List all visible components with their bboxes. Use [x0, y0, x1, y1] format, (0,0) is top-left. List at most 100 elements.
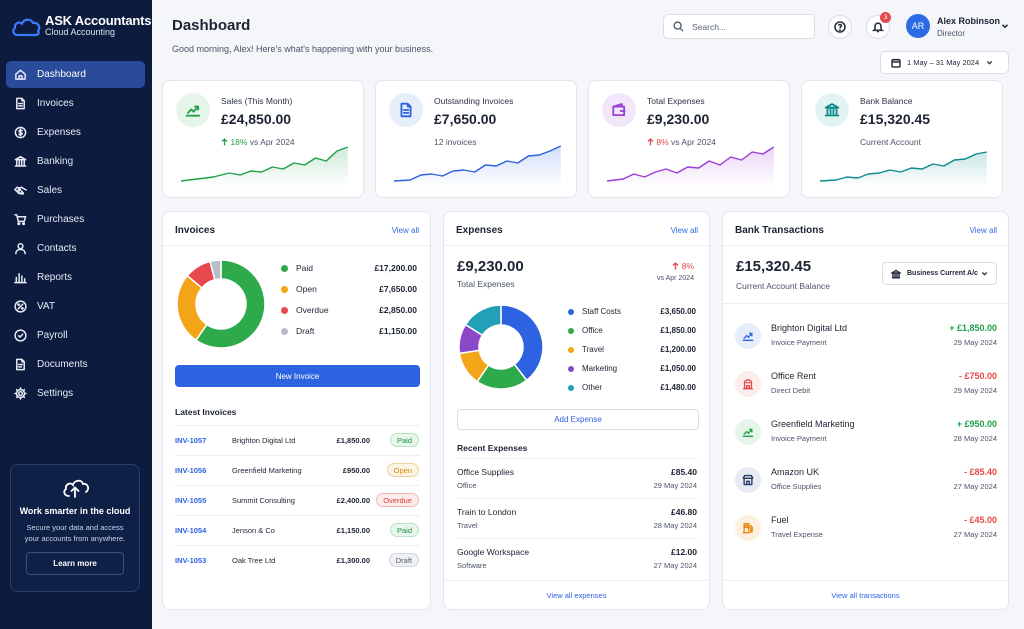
- legend-amount: £7,650.00: [379, 284, 417, 294]
- kpi-card-3[interactable]: Total Expenses £9,230.00 8% vs Apr 2024: [588, 80, 790, 198]
- cart-icon: [14, 213, 27, 226]
- avatar[interactable]: AR: [906, 14, 930, 38]
- view-all-expenses-link[interactable]: View all expenses: [444, 580, 709, 610]
- invoice-status-legend-item: Paid £17,200.00: [281, 263, 417, 273]
- sparkline-chart: [394, 145, 562, 187]
- table-row[interactable]: INV-1054 Jenson & Co £1,150.00 Paid: [175, 515, 420, 544]
- expense-date: 27 May 2024: [653, 561, 697, 570]
- account-select[interactable]: Business Current A/c: [882, 262, 997, 285]
- arrow-up-icon: [647, 138, 654, 146]
- kpi-value: £7,650.00: [434, 111, 497, 127]
- sidebar-item-invoices[interactable]: Invoices: [6, 90, 145, 117]
- expenses-slice-staff-costs: [500, 304, 544, 382]
- sidebar-item-settings[interactable]: Settings: [6, 380, 145, 407]
- bank-transactions-panel: Bank Transactions View all £15,320.45 Cu…: [722, 211, 1009, 610]
- legend-dot: [568, 308, 574, 315]
- bank-title: Bank Transactions: [735, 225, 824, 236]
- list-item[interactable]: Greenfield Marketing Invoice Payment + £…: [735, 414, 997, 462]
- expense-category: Office: [457, 481, 477, 490]
- building-icon: [743, 378, 753, 390]
- handshake-icon: [14, 184, 27, 197]
- list-item[interactable]: Brighton Digital Ltd Invoice Payment + £…: [735, 318, 997, 366]
- sidebar-item-vat[interactable]: VAT: [6, 293, 145, 320]
- sidebar-item-payroll[interactable]: Payroll: [6, 322, 145, 349]
- sidebar-item-label: Dashboard: [37, 69, 86, 80]
- learn-more-button[interactable]: Learn more: [26, 552, 124, 575]
- expenses-title: Expenses: [456, 225, 503, 236]
- sidebar-item-reports[interactable]: Reports: [6, 264, 145, 291]
- invoice-id-link[interactable]: INV-1053: [175, 556, 207, 565]
- payroll-icon: [14, 329, 27, 342]
- legend-dot: [281, 327, 288, 335]
- expense-amount: £85.40: [671, 467, 697, 477]
- add-expense-button[interactable]: Add Expense: [457, 409, 699, 430]
- kpi-card-1[interactable]: Sales (This Month) £24,850.00 18% vs Apr…: [162, 80, 364, 198]
- expenses-delta-value: 8%: [681, 261, 694, 271]
- kpi-card-2[interactable]: Outstanding Invoices £7,650.00 12 invoic…: [375, 80, 577, 198]
- transaction-category: Invoice Payment: [771, 338, 827, 347]
- status-badge: Paid: [389, 523, 419, 537]
- trend-up-icon: [185, 105, 201, 117]
- list-item[interactable]: Office Supplies Office £85.40 29 May 202…: [457, 458, 697, 498]
- kpi-label: Outstanding Invoices: [434, 96, 514, 106]
- sidebar-item-dashboard[interactable]: Dashboard: [6, 61, 145, 88]
- invoice-client: Jenson & Co: [232, 526, 275, 535]
- kpi-card-4[interactable]: Bank Balance £15,320.45 Current Account: [801, 80, 1003, 198]
- search-box[interactable]: [663, 14, 815, 39]
- sidebar-item-documents[interactable]: Documents: [6, 351, 145, 378]
- file-icon: [400, 102, 412, 118]
- expenses-view-all-link[interactable]: View all: [670, 226, 698, 235]
- legend-amount: £1,050.00: [660, 364, 696, 373]
- brand-logo[interactable]: ASK Accountants Cloud Accounting: [10, 14, 152, 38]
- sidebar-item-label: Reports: [37, 272, 73, 283]
- invoice-id-link[interactable]: INV-1054: [175, 526, 207, 535]
- bank-view-all-link[interactable]: View all: [969, 226, 997, 235]
- sidebar-item-sales[interactable]: Sales: [6, 177, 145, 204]
- legend-amount: £1,850.00: [660, 326, 696, 335]
- user-name[interactable]: Alex Robinson: [937, 16, 1001, 26]
- user-icon: [14, 242, 27, 255]
- table-row[interactable]: INV-1056 Greenfield Marketing £950.00 Op…: [175, 455, 420, 484]
- legend-amount: £2,850.00: [379, 305, 417, 315]
- search-input[interactable]: [692, 21, 802, 32]
- sidebar-item-expenses[interactable]: Expenses: [6, 119, 145, 146]
- help-button[interactable]: [828, 15, 852, 39]
- invoice-id-link[interactable]: INV-1057: [175, 436, 207, 445]
- list-item[interactable]: Fuel Travel Expense - £45.00 27 May 2024: [735, 510, 997, 558]
- cloud-upload-icon: [63, 479, 90, 498]
- sidebar-item-banking[interactable]: Banking: [6, 148, 145, 175]
- sparkline-chart: [607, 146, 775, 187]
- table-row[interactable]: INV-1055 Summit Consulting £2,400.00 Ove…: [175, 485, 420, 514]
- list-item[interactable]: Train to London Travel £46.80 28 May 202…: [457, 498, 697, 538]
- transaction-amount: - £750.00: [958, 371, 997, 381]
- sidebar-item-label: Sales: [37, 185, 63, 196]
- notifications-button[interactable]: 3: [866, 12, 891, 39]
- list-item[interactable]: Amazon UK Office Supplies - £85.40 27 Ma…: [735, 462, 997, 510]
- date-range-picker[interactable]: 1 May – 31 May 2024: [880, 51, 1009, 74]
- sidebar-item-label: Purchases: [37, 214, 85, 225]
- invoice-client: Oak Tree Ltd: [232, 556, 276, 565]
- coin-icon: [14, 126, 27, 139]
- new-invoice-button[interactable]: New Invoice: [175, 365, 420, 387]
- list-item[interactable]: Office Rent Direct Debit - £750.00 29 Ma…: [735, 366, 997, 414]
- sidebar-item-contacts[interactable]: Contacts: [6, 235, 145, 262]
- promo-text: Secure your data and access your account…: [24, 523, 126, 543]
- table-row[interactable]: INV-1053 Oak Tree Ltd £1,300.00 Draft: [175, 545, 420, 574]
- user-menu-toggle[interactable]: [1001, 21, 1009, 33]
- sidebar-item-purchases[interactable]: Purchases: [6, 206, 145, 233]
- bank-icon: [824, 103, 840, 117]
- sidebar-item-label: Invoices: [37, 98, 74, 109]
- invoice-id-link[interactable]: INV-1055: [175, 496, 207, 505]
- view-all-transactions-link[interactable]: View all transactions: [723, 580, 1008, 610]
- bank-balance-label: Current Account Balance: [736, 281, 831, 291]
- invoice-id-link[interactable]: INV-1056: [175, 466, 207, 475]
- chevron-down-icon: [981, 271, 988, 276]
- expense-name: Office Supplies: [457, 467, 515, 477]
- table-row[interactable]: INV-1057 Brighton Digital Ltd £1,850.00 …: [175, 425, 420, 454]
- invoices-view-all-link[interactable]: View all: [391, 226, 419, 235]
- legend-amount: £1,200.00: [660, 345, 696, 354]
- wallet-icon: [602, 93, 636, 127]
- sidebar-item-label: Documents: [37, 359, 88, 370]
- sidebar-item-label: VAT: [37, 301, 55, 312]
- list-item[interactable]: Google Workspace Software £12.00 27 May …: [457, 538, 697, 578]
